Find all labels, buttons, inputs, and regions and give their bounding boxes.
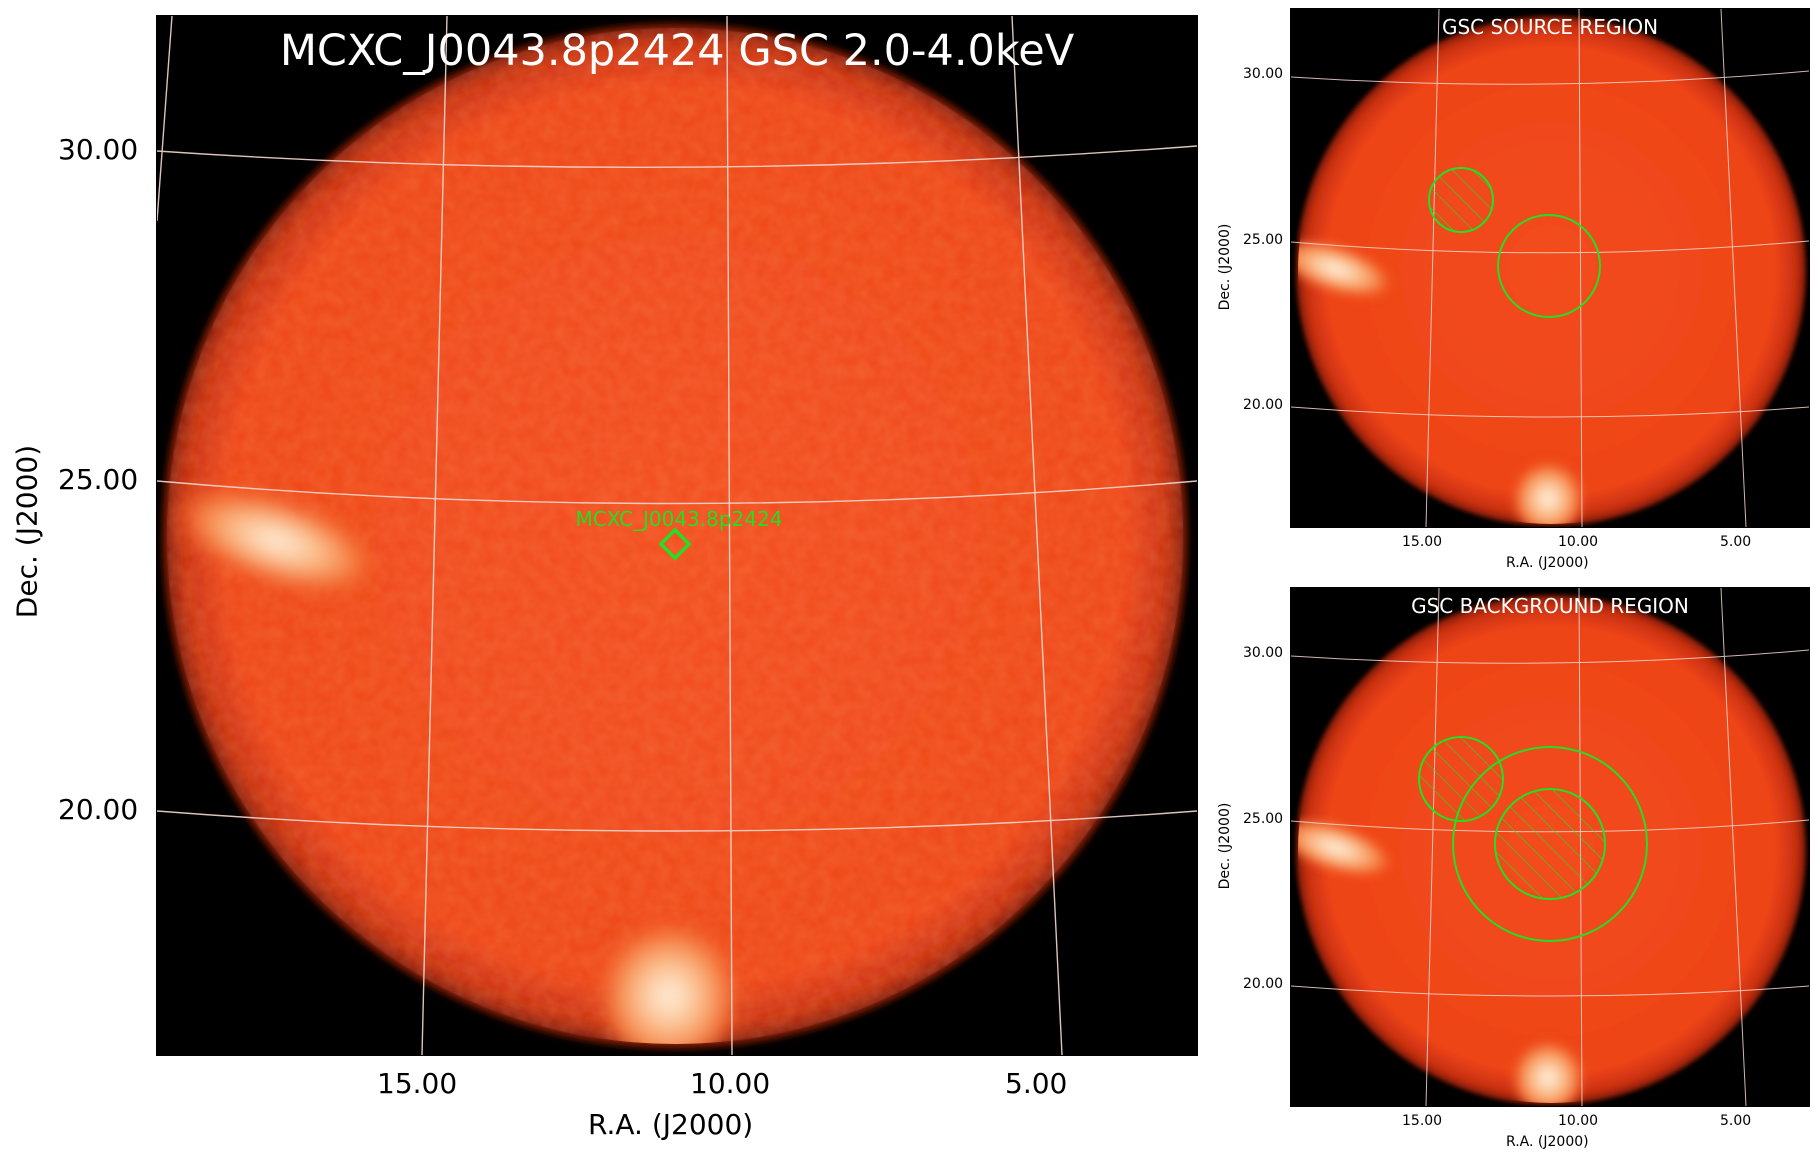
source-xlabel: R.A. (J2000) (1506, 555, 1589, 571)
source-xtick-5: 5.00 (1720, 534, 1752, 550)
main-image-panel: MCXC_J0043.8p2424 MCXC_J0043.8p2424 GSC … (156, 15, 1198, 1056)
bright-emission-left (171, 486, 383, 596)
main-ytick-30: 30.00 (58, 133, 139, 166)
source-ytick-25: 25.00 (1243, 232, 1284, 248)
background-xlabel: R.A. (J2000) (1506, 1134, 1589, 1150)
background-region-panel: GSC BACKGROUND REGION (1290, 587, 1810, 1107)
main-ytick-25: 25.00 (58, 463, 139, 496)
source-region-title: GSC SOURCE REGION (1441, 15, 1659, 39)
main-ylabel: Dec. (J2000) (10, 444, 44, 619)
source-label-text: MCXC_J0043.8p2424 (576, 507, 783, 531)
bright-emission-bottom (1510, 1038, 1586, 1103)
main-title: MCXC_J0043.8p2424 GSC 2.0-4.0keV (279, 26, 1075, 76)
background-ylabel: Dec. (J2000) (1217, 802, 1233, 890)
source-ytick-30: 30.00 (1243, 66, 1284, 82)
source-region-circle[interactable] (1497, 214, 1601, 318)
source-marker-diamond[interactable] (658, 527, 692, 561)
main-xtick-15: 15.00 (377, 1067, 458, 1100)
bright-emission-left (1298, 238, 1396, 300)
background-xtick-10: 10.00 (1558, 1113, 1599, 1129)
bright-emission-bottom (1510, 459, 1586, 524)
coordinate-grid (1291, 9, 1809, 527)
background-xtick-5: 5.00 (1720, 1113, 1752, 1129)
main-xlabel: R.A. (J2000) (588, 1108, 754, 1141)
background-region-title: GSC BACKGROUND REGION (1411, 594, 1689, 618)
excluded-region-hatched[interactable] (1418, 736, 1504, 822)
main-xtick-10: 10.00 (690, 1067, 771, 1100)
main-xtick-5: 5.00 (1005, 1067, 1068, 1100)
excluded-region-hatched[interactable] (1428, 167, 1494, 233)
source-xtick-10: 10.00 (1558, 534, 1599, 550)
main-sky-image: MCXC_J0043.8p2424 (157, 16, 1197, 1055)
source-xtick-15: 15.00 (1402, 534, 1443, 550)
source-region-panel: GSC SOURCE REGION (1290, 8, 1810, 528)
coordinate-grid (157, 16, 1197, 1055)
background-inner-excluded-circle[interactable] (1494, 788, 1606, 900)
background-ytick-20: 20.00 (1243, 976, 1284, 992)
source-ytick-20: 20.00 (1243, 397, 1284, 413)
main-ytick-20: 20.00 (58, 793, 139, 826)
background-region-image (1291, 588, 1809, 1106)
source-region-image (1291, 9, 1809, 527)
bright-emission-bottom (594, 916, 744, 1044)
source-ylabel: Dec. (J2000) (1217, 223, 1233, 311)
background-xtick-15: 15.00 (1402, 1113, 1443, 1129)
bright-emission-left (1298, 817, 1396, 879)
background-ytick-30: 30.00 (1243, 645, 1284, 661)
background-outer-circle[interactable] (1452, 746, 1648, 942)
background-ytick-25: 25.00 (1243, 811, 1284, 827)
